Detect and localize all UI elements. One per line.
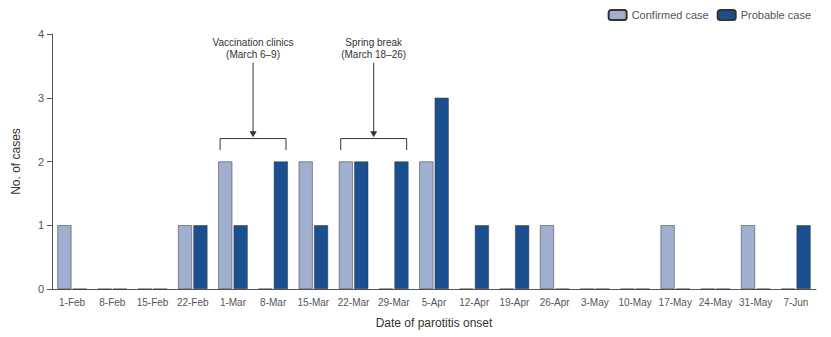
svg-text:Spring break: Spring break: [345, 37, 403, 48]
svg-text:(March 18–26): (March 18–26): [341, 49, 406, 60]
svg-text:8-Feb: 8-Feb: [99, 297, 126, 308]
svg-text:1-Mar: 1-Mar: [220, 297, 247, 308]
svg-text:0: 0: [38, 283, 44, 295]
svg-text:4: 4: [38, 28, 44, 40]
svg-text:Date of parotitis onset: Date of parotitis onset: [376, 316, 493, 330]
svg-text:2: 2: [38, 156, 44, 168]
svg-text:17-May: 17-May: [659, 297, 692, 308]
svg-text:19-Apr: 19-Apr: [499, 297, 530, 308]
svg-text:Confirmed case: Confirmed case: [632, 9, 709, 21]
svg-text:7-Jun: 7-Jun: [783, 297, 808, 308]
svg-text:15-Feb: 15-Feb: [137, 297, 169, 308]
svg-text:Probable case: Probable case: [741, 9, 811, 21]
svg-text:22-Mar: 22-Mar: [338, 297, 370, 308]
svg-text:5-Apr: 5-Apr: [422, 297, 447, 308]
svg-text:26-Apr: 26-Apr: [540, 297, 571, 308]
svg-text:15-Mar: 15-Mar: [298, 297, 330, 308]
svg-text:22-Feb: 22-Feb: [177, 297, 209, 308]
svg-text:No. of cases: No. of cases: [9, 128, 23, 195]
svg-text:29-Mar: 29-Mar: [378, 297, 410, 308]
svg-text:10-May: 10-May: [618, 297, 651, 308]
svg-text:24-May: 24-May: [699, 297, 732, 308]
svg-text:1-Feb: 1-Feb: [59, 297, 86, 308]
svg-text:12-Apr: 12-Apr: [459, 297, 490, 308]
svg-text:Vaccination clinics: Vaccination clinics: [213, 37, 294, 48]
svg-text:(March 6–9): (March 6–9): [226, 49, 280, 60]
svg-text:31-May: 31-May: [739, 297, 772, 308]
svg-text:3-May: 3-May: [581, 297, 609, 308]
svg-text:1: 1: [38, 219, 44, 231]
svg-text:8-Mar: 8-Mar: [260, 297, 287, 308]
svg-text:3: 3: [38, 92, 44, 104]
